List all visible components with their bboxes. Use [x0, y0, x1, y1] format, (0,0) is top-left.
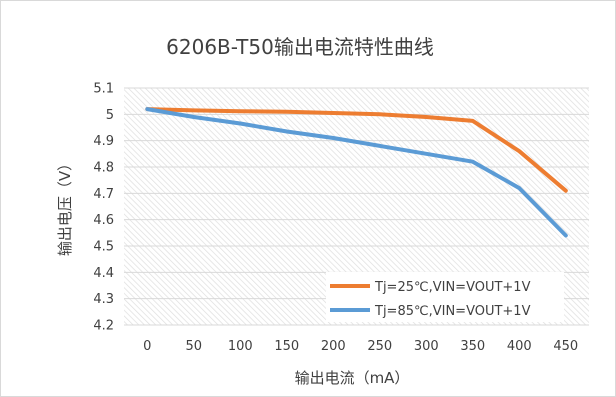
x-axis-ticks: 0 50 100 150 200 250 300 350 400 450	[143, 339, 578, 354]
y-tick-label: 4.6	[93, 213, 114, 228]
x-tick-label: 300	[414, 339, 439, 354]
chart-title: 6206B-T50输出电流特性曲线	[166, 35, 434, 59]
y-tick-label: 4.5	[93, 240, 114, 255]
x-tick-label: 250	[367, 339, 392, 354]
x-tick-label: 0	[143, 339, 151, 354]
legend-label-85c: Tj=85℃,VIN=VOUT+1V	[374, 304, 531, 319]
y-axis-ticks: 4.2 4.3 4.4 4.5 4.6 4.7 4.8 4.9 5 5.1	[93, 82, 114, 334]
legend: Tj=25℃,VIN=VOUT+1V Tj=85℃,VIN=VOUT+1V	[326, 272, 564, 322]
x-tick-label: 450	[553, 339, 578, 354]
x-tick-label: 400	[507, 339, 532, 354]
y-tick-label: 5.1	[93, 82, 114, 97]
x-tick-label: 200	[321, 339, 346, 354]
y-tick-label: 4.2	[93, 319, 114, 334]
legend-label-25c: Tj=25℃,VIN=VOUT+1V	[374, 280, 531, 295]
y-tick-label: 4.4	[93, 266, 114, 281]
y-tick-label: 4.3	[93, 292, 114, 307]
y-axis-label: 输出电压（V）	[56, 156, 74, 256]
x-tick-label: 100	[228, 339, 253, 354]
x-tick-label: 150	[274, 339, 299, 354]
y-tick-label: 4.9	[93, 134, 114, 149]
x-axis-label: 输出电流（mA）	[295, 369, 410, 387]
y-tick-label: 4.7	[93, 187, 114, 202]
x-tick-label: 50	[185, 339, 202, 354]
y-tick-label: 4.8	[93, 161, 114, 176]
y-tick-label: 5	[106, 108, 114, 123]
x-tick-label: 350	[460, 339, 485, 354]
